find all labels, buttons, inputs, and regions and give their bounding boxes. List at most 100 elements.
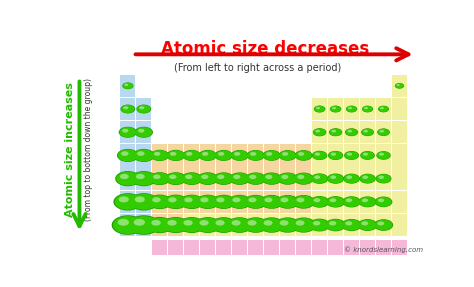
Circle shape (378, 106, 389, 112)
Circle shape (150, 173, 170, 185)
Circle shape (123, 83, 133, 89)
Circle shape (332, 107, 336, 109)
Circle shape (167, 220, 177, 226)
Circle shape (181, 195, 203, 208)
Circle shape (166, 173, 186, 185)
Circle shape (244, 195, 267, 209)
Circle shape (362, 106, 373, 113)
Bar (312, 121, 327, 144)
Bar (152, 240, 167, 263)
Circle shape (376, 174, 391, 183)
Circle shape (263, 150, 281, 161)
Circle shape (165, 172, 186, 185)
Bar (312, 98, 327, 120)
Circle shape (313, 129, 326, 136)
Circle shape (122, 82, 134, 89)
Circle shape (361, 221, 368, 226)
Bar (312, 214, 327, 236)
Circle shape (112, 215, 144, 235)
Circle shape (380, 107, 384, 109)
Circle shape (316, 107, 320, 109)
Circle shape (130, 194, 157, 210)
Bar (168, 167, 183, 190)
Circle shape (260, 195, 283, 209)
Circle shape (362, 198, 368, 202)
Bar (248, 263, 263, 286)
Circle shape (310, 219, 329, 231)
Text: Atomic size increases: Atomic size increases (65, 82, 75, 217)
Circle shape (228, 218, 252, 232)
Circle shape (113, 216, 143, 234)
Circle shape (358, 196, 376, 207)
Circle shape (346, 106, 357, 112)
Circle shape (216, 220, 225, 226)
Circle shape (378, 176, 384, 179)
Circle shape (137, 105, 151, 113)
Circle shape (264, 197, 273, 202)
Circle shape (380, 130, 384, 133)
Circle shape (216, 197, 225, 202)
Circle shape (248, 197, 256, 202)
Bar (152, 191, 167, 213)
Circle shape (180, 218, 204, 232)
Bar (344, 144, 359, 167)
Bar (120, 144, 135, 167)
Circle shape (358, 219, 377, 231)
Circle shape (134, 150, 154, 162)
Circle shape (247, 220, 256, 226)
Circle shape (282, 152, 288, 156)
Circle shape (327, 174, 344, 184)
Circle shape (170, 152, 176, 156)
Circle shape (262, 173, 281, 184)
Circle shape (148, 195, 172, 209)
Circle shape (275, 218, 301, 233)
Bar (360, 121, 375, 144)
Bar (328, 144, 343, 167)
Circle shape (330, 175, 336, 179)
Bar (392, 121, 407, 144)
Circle shape (345, 221, 352, 226)
Circle shape (343, 197, 360, 207)
Circle shape (184, 197, 192, 202)
Circle shape (328, 151, 343, 160)
Bar (264, 240, 279, 263)
Circle shape (213, 172, 234, 185)
Circle shape (135, 127, 153, 138)
Bar (280, 167, 295, 190)
Circle shape (361, 151, 374, 160)
Text: (From left to right across a period): (From left to right across a period) (174, 63, 341, 73)
Circle shape (346, 175, 352, 179)
Circle shape (214, 173, 233, 185)
Bar (201, 144, 215, 167)
Circle shape (315, 152, 320, 156)
Circle shape (199, 150, 216, 160)
Circle shape (278, 173, 297, 184)
Circle shape (244, 218, 267, 232)
Circle shape (363, 153, 368, 156)
Circle shape (215, 150, 232, 160)
Circle shape (280, 220, 289, 226)
Circle shape (199, 150, 217, 161)
Bar (248, 240, 263, 263)
Bar (264, 167, 279, 190)
Circle shape (294, 173, 313, 184)
Bar (344, 240, 359, 263)
Bar (232, 263, 247, 286)
Circle shape (119, 196, 129, 202)
Bar (312, 240, 327, 263)
Circle shape (342, 220, 361, 231)
Circle shape (377, 221, 384, 226)
Bar (312, 191, 327, 213)
Bar (137, 191, 151, 213)
Circle shape (163, 217, 189, 233)
Circle shape (182, 173, 201, 185)
Bar (264, 144, 279, 167)
Circle shape (118, 150, 138, 162)
Circle shape (135, 196, 145, 202)
Bar (137, 144, 151, 167)
Circle shape (346, 198, 352, 202)
Bar (360, 214, 375, 236)
Bar (168, 191, 183, 213)
Bar (328, 240, 343, 263)
Circle shape (139, 106, 145, 109)
